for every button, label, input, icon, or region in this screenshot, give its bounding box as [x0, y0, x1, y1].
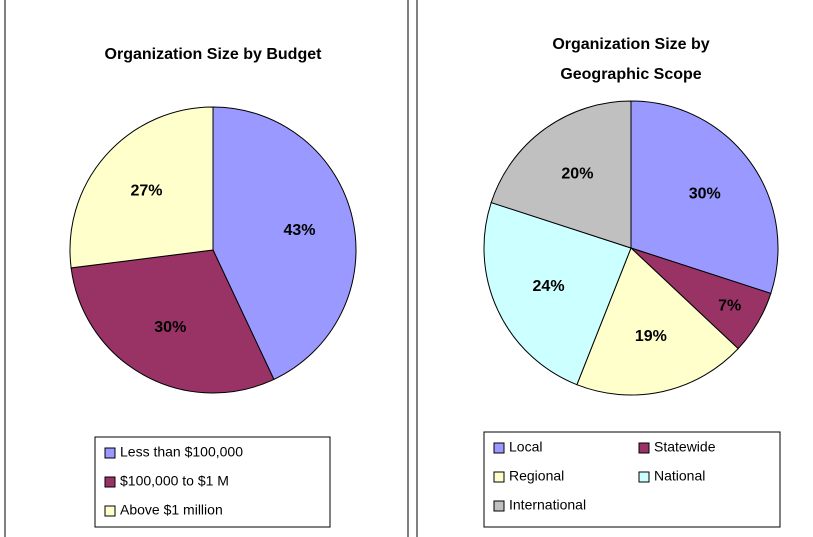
data-label: 30% [154, 319, 186, 336]
legend-label: Above $1 million [120, 502, 223, 518]
chart-title: Geographic Scope [560, 66, 701, 83]
legend-box [483, 431, 781, 528]
data-label: 43% [284, 222, 316, 239]
data-label: 30% [689, 186, 721, 203]
legend-label: Statewide [654, 439, 716, 455]
pie-slice [483, 201, 632, 386]
data-label: 19% [635, 328, 667, 345]
legend-label: $100,000 to $1 M [120, 473, 229, 489]
data-label: 7% [718, 298, 741, 315]
legend-label: Local [509, 439, 542, 455]
pie-slice [576, 247, 739, 396]
legend-label: Regional [509, 468, 564, 484]
pie-slice [490, 100, 632, 249]
legend-swatch [104, 447, 116, 459]
data-label: 20% [561, 165, 593, 182]
pie-slice [630, 100, 779, 295]
legend-swatch [638, 442, 650, 454]
legend-swatch [104, 476, 116, 488]
legend-swatch [493, 471, 505, 483]
chart-title: Organization Size by [552, 36, 709, 53]
legend-swatch [638, 471, 650, 483]
legend-swatch [104, 505, 116, 517]
legend-swatch [493, 442, 505, 454]
legend-swatch [493, 500, 505, 512]
legend-label: Less than $100,000 [120, 444, 243, 460]
legend-label: National [654, 468, 705, 484]
data-label: 24% [533, 278, 565, 295]
pie-slice [212, 106, 357, 381]
legend-box [94, 436, 331, 528]
pie-slice [69, 106, 214, 269]
chart-title: Organization Size by Budget [105, 46, 323, 63]
data-label: 27% [130, 183, 162, 200]
legend-label: International [509, 497, 586, 513]
pie-slice [70, 249, 275, 394]
